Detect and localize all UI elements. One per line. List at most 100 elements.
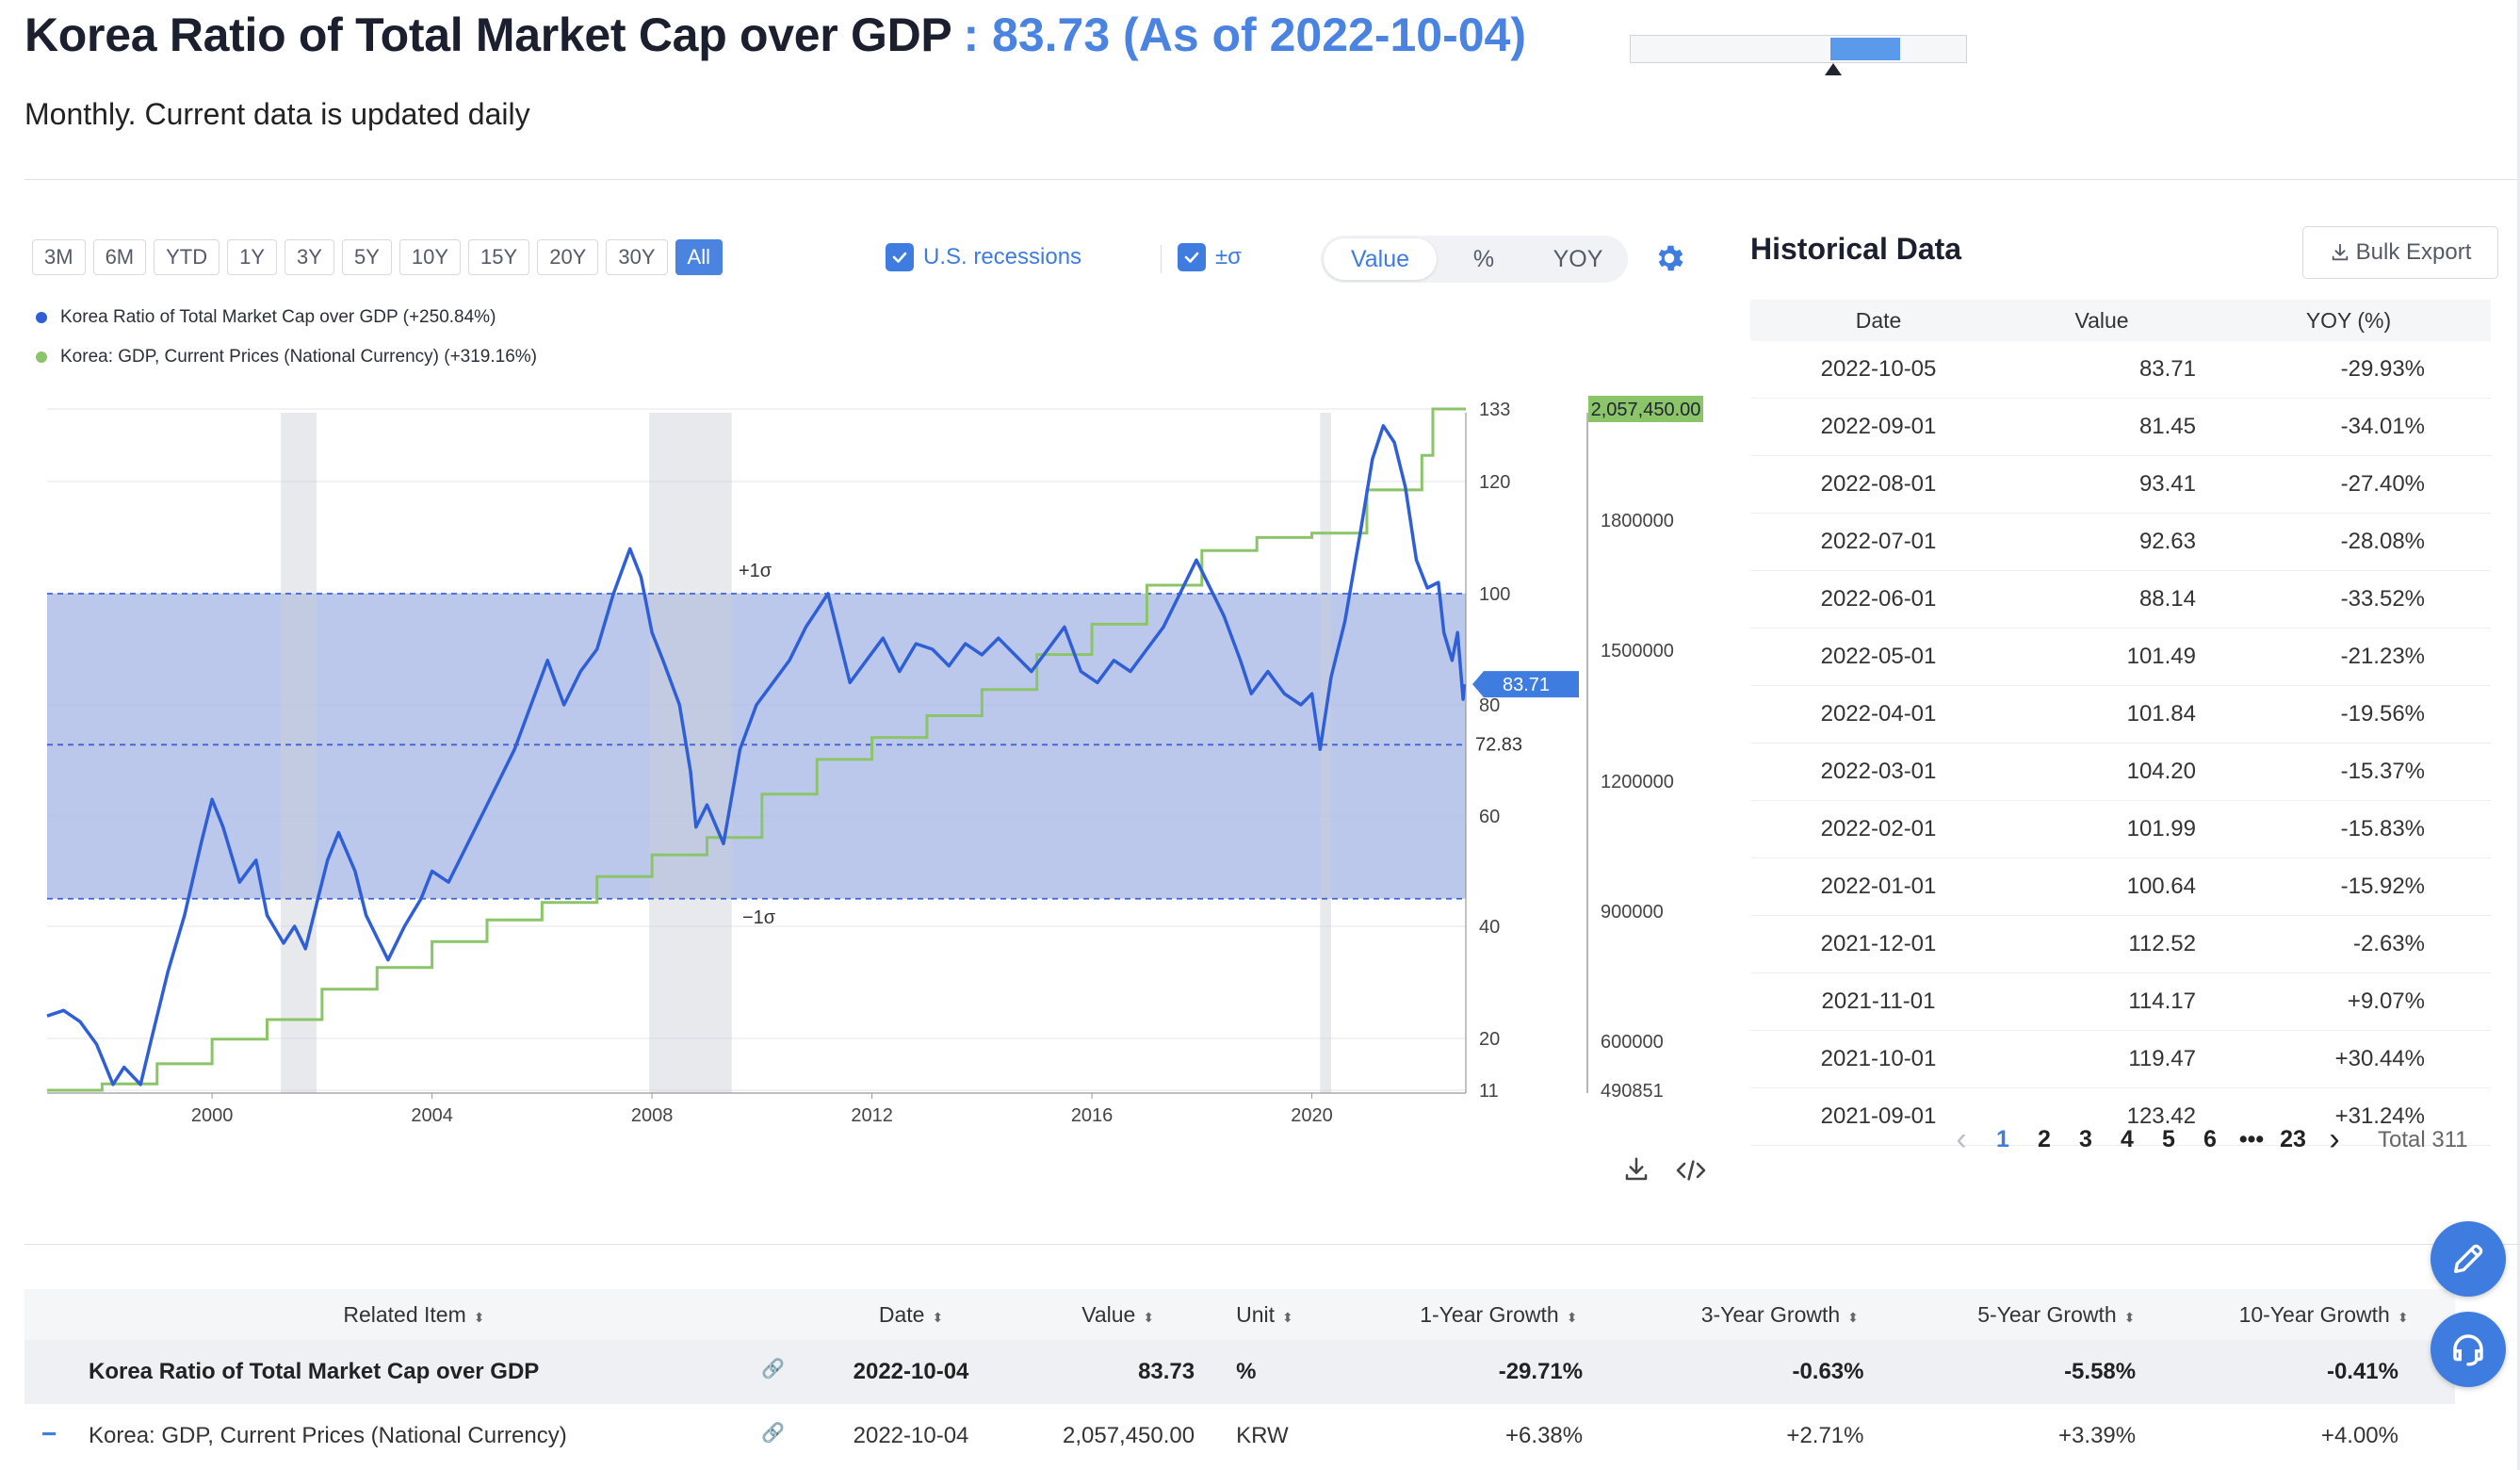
bulk-export-button[interactable]: Bulk Export [2302,226,2498,279]
column-header[interactable]: 1-Year Growth ⬍ [1358,1289,1640,1340]
cell-yoy: -21.23% [2205,628,2491,686]
download-icon[interactable] [1622,1155,1650,1184]
cell-date: 2022-08-01 [1750,455,2007,514]
left-tick-label: 133 [1479,400,1510,420]
range-button-6m[interactable]: 6M [92,239,147,275]
column-header-label: Related Item [343,1301,466,1327]
view-mode-percent[interactable]: % [1472,245,1495,272]
range-button-ytd[interactable]: YTD [154,239,220,275]
column-header-date[interactable]: Date [1750,300,2007,341]
current-gdp-tag [1588,396,1703,422]
historical-data-title: Historical Data [1750,232,1962,266]
edit-button[interactable] [2431,1221,2506,1297]
sort-icon[interactable]: ⬍ [1566,1309,1578,1325]
range-button-15y[interactable]: 15Y [468,239,530,275]
range-button-all[interactable]: All [675,239,723,275]
cell-yoy: -27.40% [2205,455,2491,514]
page-link[interactable]: 2 [2038,1126,2051,1152]
ratio-line[interactable] [46,424,1466,1086]
related-cell: -29.71% [1358,1340,1640,1404]
legend-dot-gdp [36,351,47,363]
mean-label: 72.83 [1475,734,1522,755]
page-link[interactable]: 23 [2280,1126,2306,1152]
cell-date: 2022-09-01 [1750,398,2007,456]
recessions-toggle[interactable]: U.S. recessions [886,243,1081,271]
column-header[interactable]: Date ⬍ [803,1289,1019,1340]
page-link[interactable]: 4 [2121,1126,2134,1152]
plus-sigma-label: +1σ [739,561,772,581]
view-mode-switch: Value % YOY [1321,236,1628,283]
related-item-name[interactable]: Korea: GDP, Current Prices (National Cur… [89,1423,567,1448]
table-row[interactable]: Korea Ratio of Total Market Cap over GDP… [24,1340,2455,1404]
table-row[interactable]: − Korea: GDP, Current Prices (National Cu… [24,1404,2455,1468]
related-cell: -5.58% [1920,1340,2193,1404]
cell-date: 2022-10-05 [1750,341,2007,399]
gear-icon[interactable] [1652,241,1686,275]
column-header[interactable]: 10-Year Growth ⬍ [2192,1289,2455,1340]
column-header[interactable]: Unit ⬍ [1217,1289,1358,1340]
view-mode-yoy[interactable]: YOY [1553,245,1603,272]
link-icon[interactable]: 🔗 [760,1359,785,1380]
sort-icon[interactable]: ⬍ [473,1309,485,1325]
left-tick-label: 80 [1479,695,1500,716]
view-mode-value[interactable]: Value [1324,238,1437,280]
table-row: 2022-09-01 81.45 -34.01% [1750,398,2491,456]
recessions-checkbox[interactable] [886,243,914,271]
range-button-3y[interactable]: 3Y [285,239,334,275]
main-chart[interactable]: +1σ −1σ 72.83 2000 2004 2008 2012 2016 2020 133 12… [0,386,1743,1140]
prev-page-icon[interactable]: ‹ [1956,1121,1967,1157]
current-value: : 83.73 (As of 2022-10-04) [963,8,1527,61]
column-header[interactable]: 5-Year Growth ⬍ [1920,1289,2193,1340]
headset-icon [2453,1334,2483,1366]
x-tick-label: 2004 [411,1105,453,1126]
cell-value: 101.49 [2007,628,2205,686]
x-tick-label: 2020 [1291,1105,1333,1126]
column-header[interactable]: Value ⬍ [1018,1289,1218,1340]
range-button-30y[interactable]: 30Y [606,239,668,275]
page-link[interactable]: 5 [2162,1126,2175,1152]
related-cell-text: +2.71% [1786,1423,1864,1448]
sigma-toggle[interactable]: ±σ [1178,243,1242,271]
cell-yoy: -15.83% [2205,800,2491,858]
sort-icon[interactable]: ⬍ [2123,1309,2136,1325]
minus-icon[interactable]: − [41,1419,57,1448]
historical-data-table: Date Value YOY (%) 2022-10-05 83.71 -29.93… [1750,300,2491,1146]
related-cell: KRW [1217,1404,1358,1468]
cell-value: 101.84 [2007,685,2205,743]
next-page-icon[interactable]: › [2329,1121,2340,1157]
range-button-20y[interactable]: 20Y [537,239,599,275]
column-header-value[interactable]: Value [2007,300,2205,341]
column-header[interactable]: 3-Year Growth ⬍ [1639,1289,1921,1340]
range-button-1y[interactable]: 1Y [227,239,278,275]
legend-item-ratio[interactable]: Korea Ratio of Total Market Cap over GDP… [36,307,496,328]
related-cell-text: -0.41% [2326,1359,2398,1384]
column-header-yoy[interactable]: YOY (%) [2205,300,2491,341]
recessions-label: U.S. recessions [923,244,1082,270]
range-button-5y[interactable]: 5Y [341,239,392,275]
range-button-10y[interactable]: 10Y [398,239,462,275]
related-cell: Korea Ratio of Total Market Cap over GDP… [24,1340,804,1404]
sort-icon[interactable]: ⬍ [1143,1309,1155,1325]
page-link[interactable]: 1 [1996,1126,2009,1152]
sigma-checkbox[interactable] [1178,243,1206,271]
gdp-line[interactable] [47,407,1466,1092]
cell-date: 2022-01-01 [1750,858,2007,916]
sort-icon[interactable]: ⬍ [1282,1309,1293,1325]
sort-icon[interactable]: ⬍ [932,1309,944,1325]
support-button[interactable] [2431,1312,2506,1387]
sort-icon[interactable]: ⬍ [2397,1309,2409,1325]
page-link[interactable]: 6 [2203,1126,2217,1152]
related-item-name[interactable]: Korea Ratio of Total Market Cap over GDP [89,1359,540,1384]
column-header-label: 1-Year Growth [1420,1301,1559,1327]
page-link[interactable]: 3 [2079,1126,2092,1152]
embed-code-icon[interactable] [1675,1157,1707,1184]
x-tick-label: 2008 [631,1105,674,1126]
related-cell-text: -5.58% [2064,1359,2137,1384]
range-button-3m[interactable]: 3M [32,239,86,275]
page-ellipsis[interactable]: ••• [2238,1126,2265,1152]
legend-item-gdp[interactable]: Korea: GDP, Current Prices (National Cur… [36,347,537,368]
sigma-label: ±σ [1215,244,1242,270]
link-icon[interactable]: 🔗 [760,1423,785,1444]
column-header[interactable]: Related Item ⬍ [24,1289,804,1340]
sort-icon[interactable]: ⬍ [1847,1309,1859,1325]
